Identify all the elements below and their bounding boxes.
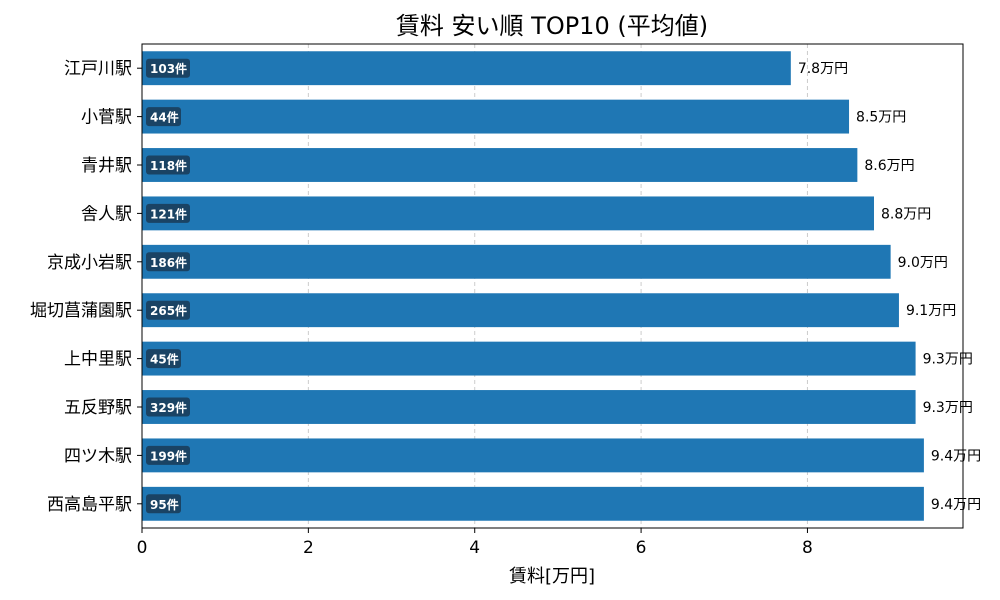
bar xyxy=(142,341,916,376)
count-label: 118件 xyxy=(150,158,187,173)
count-badge xyxy=(146,252,190,272)
count-label: 95件 xyxy=(150,497,179,512)
value-label: 9.0万円 xyxy=(898,255,948,271)
category-label: 小菅駅 xyxy=(81,108,132,128)
count-label: 265件 xyxy=(150,303,187,318)
x-tick-label: 2 xyxy=(303,538,314,558)
category-label: 上中里駅 xyxy=(64,350,132,370)
count-badge xyxy=(146,494,181,514)
count-badge xyxy=(146,397,190,417)
count-label: 121件 xyxy=(150,206,187,221)
value-label: 8.5万円 xyxy=(856,110,906,126)
x-tick-label: 6 xyxy=(636,538,647,558)
count-badge xyxy=(146,155,190,175)
bar xyxy=(142,196,874,231)
count-badge xyxy=(146,58,190,78)
count-badge xyxy=(146,203,190,223)
bar xyxy=(142,390,916,424)
bar xyxy=(142,293,899,328)
axis-ticks: 0 2 4 6 8 江戸川駅小菅駅青井駅舎人駅京成小岩駅堀切菖蒲園駅上中里駅五反野駅四ツ木… xyxy=(30,59,813,558)
count-label: 44件 xyxy=(150,110,179,125)
count-label: 186件 xyxy=(150,255,187,270)
category-label: 堀切菖蒲園駅 xyxy=(30,301,132,321)
x-tick-label: 4 xyxy=(469,538,480,558)
count-badge xyxy=(146,107,181,127)
value-label: 9.4万円 xyxy=(931,497,981,513)
bar xyxy=(142,148,858,182)
category-label: 江戸川駅 xyxy=(64,59,132,79)
count-label: 103件 xyxy=(150,61,187,76)
category-label: 四ツ木駅 xyxy=(64,446,132,466)
value-label: 9.1万円 xyxy=(906,303,956,319)
bar xyxy=(142,99,850,134)
category-label: 西高島平駅 xyxy=(47,495,132,515)
chart-title: 賃料 安い順 TOP10 (平均値) xyxy=(396,12,708,40)
value-label: 7.8万円 xyxy=(798,61,848,77)
value-label: 9.3万円 xyxy=(923,400,973,416)
count-label: 45件 xyxy=(150,352,179,367)
bar xyxy=(142,51,791,86)
count-badge xyxy=(146,445,190,465)
value-label: 8.6万円 xyxy=(864,158,914,174)
bar xyxy=(142,244,891,279)
plot-frame xyxy=(141,43,964,529)
bar xyxy=(142,438,924,473)
bars: 103件 7.8万円 44件 8.5万円 118件 8.6万円 121件 8.8万円 186件 9… xyxy=(142,51,981,521)
value-label: 8.8万円 xyxy=(881,206,931,222)
category-label: 舎人駅 xyxy=(81,204,132,224)
value-label: 9.3万円 xyxy=(923,352,973,368)
x-tick-label: 8 xyxy=(802,538,813,558)
value-label: 9.4万円 xyxy=(931,448,981,464)
count-label: 199件 xyxy=(150,448,187,463)
category-label: 五反野駅 xyxy=(64,398,132,418)
category-label: 青井駅 xyxy=(81,156,132,176)
bar xyxy=(142,486,924,521)
x-tick-label: 0 xyxy=(137,538,148,558)
x-axis-label: 賃料[万円] xyxy=(509,566,595,587)
count-badge xyxy=(146,349,181,369)
count-badge xyxy=(146,300,190,320)
category-label: 京成小岩駅 xyxy=(47,253,132,273)
count-label: 329件 xyxy=(150,400,187,415)
